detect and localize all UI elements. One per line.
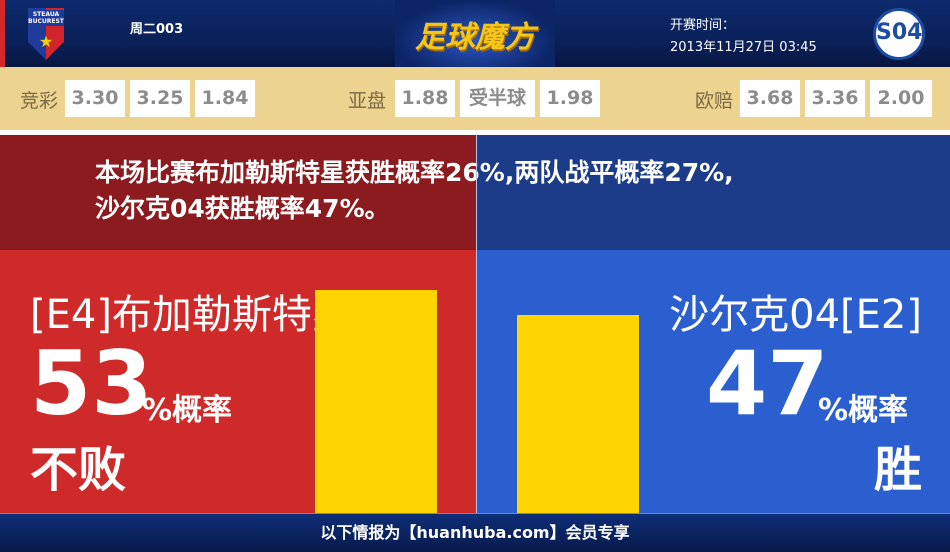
- home-result: 不败: [30, 442, 127, 498]
- home-probability-bar: [315, 290, 437, 513]
- european-odds: 3.36: [805, 80, 865, 117]
- jingcai-label: 竞彩: [20, 90, 59, 112]
- message-bg-away: [477, 135, 950, 250]
- member-footer[interactable]: 以下情报为【huanhuba.com】会员专享: [0, 513, 950, 552]
- prediction-message: 本场比赛布加勒斯特星获胜概率26%,两队战平概率27%, 沙尔克04获胜概率47…: [95, 155, 895, 227]
- away-team-logo: S04: [873, 8, 925, 60]
- message-line: 本场比赛布加勒斯特星获胜概率26%,两队战平概率27%,: [95, 158, 734, 187]
- asian-odds: 1.98: [540, 80, 600, 117]
- away-percent: 47: [706, 332, 829, 435]
- star-icon: ★: [38, 32, 54, 51]
- away-probability-bar: [517, 315, 639, 513]
- away-result: 胜: [873, 442, 922, 498]
- european-label: 欧赔: [695, 90, 734, 112]
- match-code: 周二003: [130, 22, 184, 37]
- jingcai-odds: 3.25: [130, 80, 190, 117]
- european-odds: 3.68: [740, 80, 800, 117]
- jingcai-odds: 3.30: [65, 80, 125, 117]
- asian-odds: 1.88: [395, 80, 455, 117]
- message-bg-home: [0, 135, 476, 250]
- asian-handicap: 受半球: [460, 80, 535, 117]
- away-unit: %概率: [818, 393, 909, 428]
- home-percent: 53: [30, 332, 153, 435]
- away-team-name: 沙尔克04[E2]: [669, 292, 922, 338]
- message-line: 沙尔克04获胜概率47%。: [95, 194, 390, 223]
- european-odds: 2.00: [870, 80, 932, 117]
- home-logo-text: STEAUA BUCURESTI: [28, 10, 67, 26]
- home-unit: %概率: [142, 393, 233, 428]
- brand-background: [395, 0, 555, 67]
- edge-strip: [0, 0, 5, 67]
- asian-label: 亚盘: [348, 90, 387, 112]
- brand-logo: 足球魔方: [415, 20, 535, 55]
- divider: [476, 135, 477, 513]
- kickoff-label: 开赛时间：: [670, 18, 736, 33]
- home-team-name: [E4]布加勒斯特星: [30, 292, 352, 338]
- jingcai-odds: 1.84: [195, 80, 255, 117]
- kickoff-time: 2013年11月27日 03:45: [670, 40, 817, 55]
